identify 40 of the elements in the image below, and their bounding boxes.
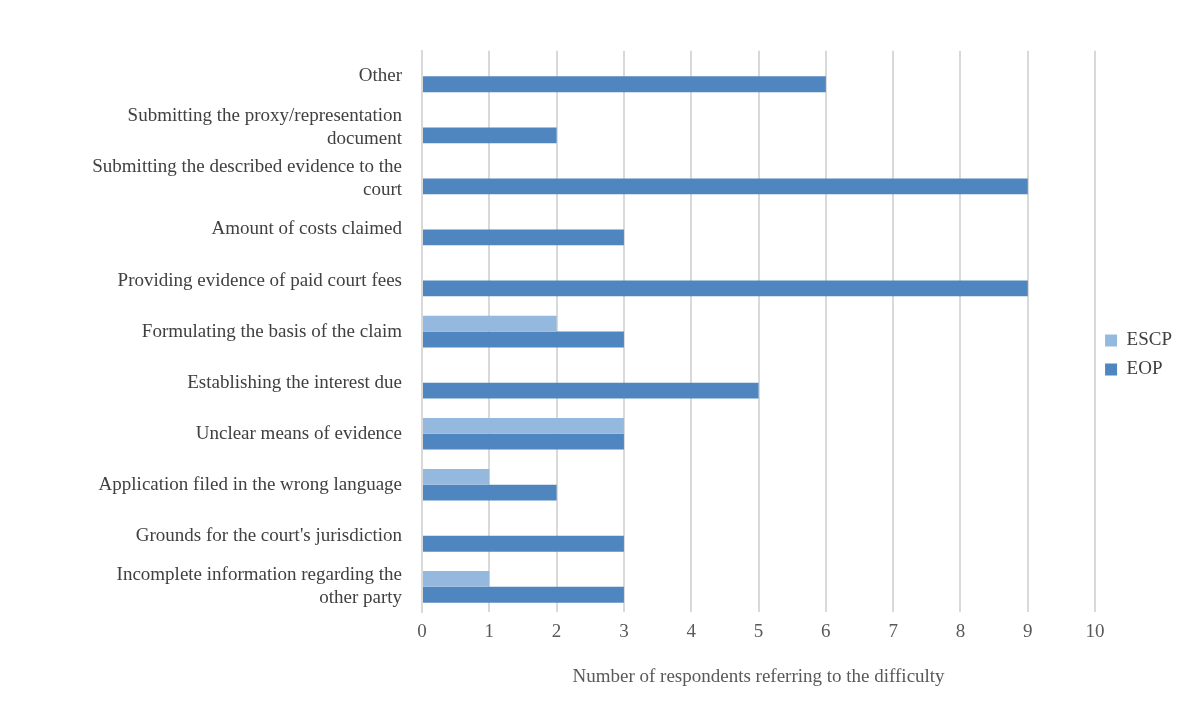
bar bbox=[423, 571, 490, 587]
bar bbox=[423, 433, 624, 450]
bar bbox=[423, 280, 1028, 297]
x-tick-label: 3 bbox=[619, 619, 629, 641]
legend-label: ESCP bbox=[1126, 328, 1173, 350]
bar bbox=[423, 178, 1028, 195]
bar bbox=[423, 331, 624, 348]
x-tick-label: 6 bbox=[821, 619, 831, 641]
x-tick-label: 9 bbox=[1023, 619, 1033, 641]
y-tick-label: Unclear means of evidence bbox=[195, 421, 402, 443]
x-tick-label: 10 bbox=[1085, 619, 1105, 641]
y-tick-label: Amount of costs claimed bbox=[211, 217, 403, 239]
y-tick-label: Submitting the proxy/representation document bbox=[127, 103, 403, 148]
bar bbox=[423, 382, 759, 399]
y-tick-label: Grounds for the court's jurisdiction bbox=[135, 523, 403, 545]
y-tick-label: Other bbox=[358, 64, 403, 86]
x-tick-label: 5 bbox=[753, 619, 764, 641]
bar bbox=[423, 229, 624, 246]
bar bbox=[423, 417, 624, 434]
y-tick-label: Providing evidence of paid court fees bbox=[117, 268, 402, 290]
bar bbox=[423, 468, 490, 485]
x-tick-label: 0 bbox=[417, 619, 427, 641]
y-tick-label: Submitting the described evidence to the court bbox=[92, 155, 403, 199]
y-tick-label: Incomplete information regarding the other party bbox=[116, 563, 403, 608]
x-tick-label: 1 bbox=[484, 619, 495, 641]
bar bbox=[423, 315, 557, 332]
x-tick-label: 4 bbox=[686, 619, 697, 641]
bar bbox=[423, 586, 624, 603]
legend-label: EOP bbox=[1126, 357, 1163, 379]
x-tick-label: 2 bbox=[551, 619, 562, 641]
bar bbox=[423, 535, 624, 552]
x-tick-label: 8 bbox=[955, 619, 966, 641]
y-tick-label: Establishing the interest due bbox=[187, 370, 402, 392]
y-tick-label: Application filed in the wrong language bbox=[98, 472, 402, 494]
bar bbox=[423, 127, 557, 144]
bar bbox=[423, 484, 557, 501]
x-axis-title: Number of respondents referring to the difficulty bbox=[572, 664, 946, 686]
y-tick-label: Formulating the basis of the claim bbox=[141, 319, 403, 341]
bar bbox=[423, 76, 826, 93]
x-tick-label: 7 bbox=[888, 619, 898, 641]
